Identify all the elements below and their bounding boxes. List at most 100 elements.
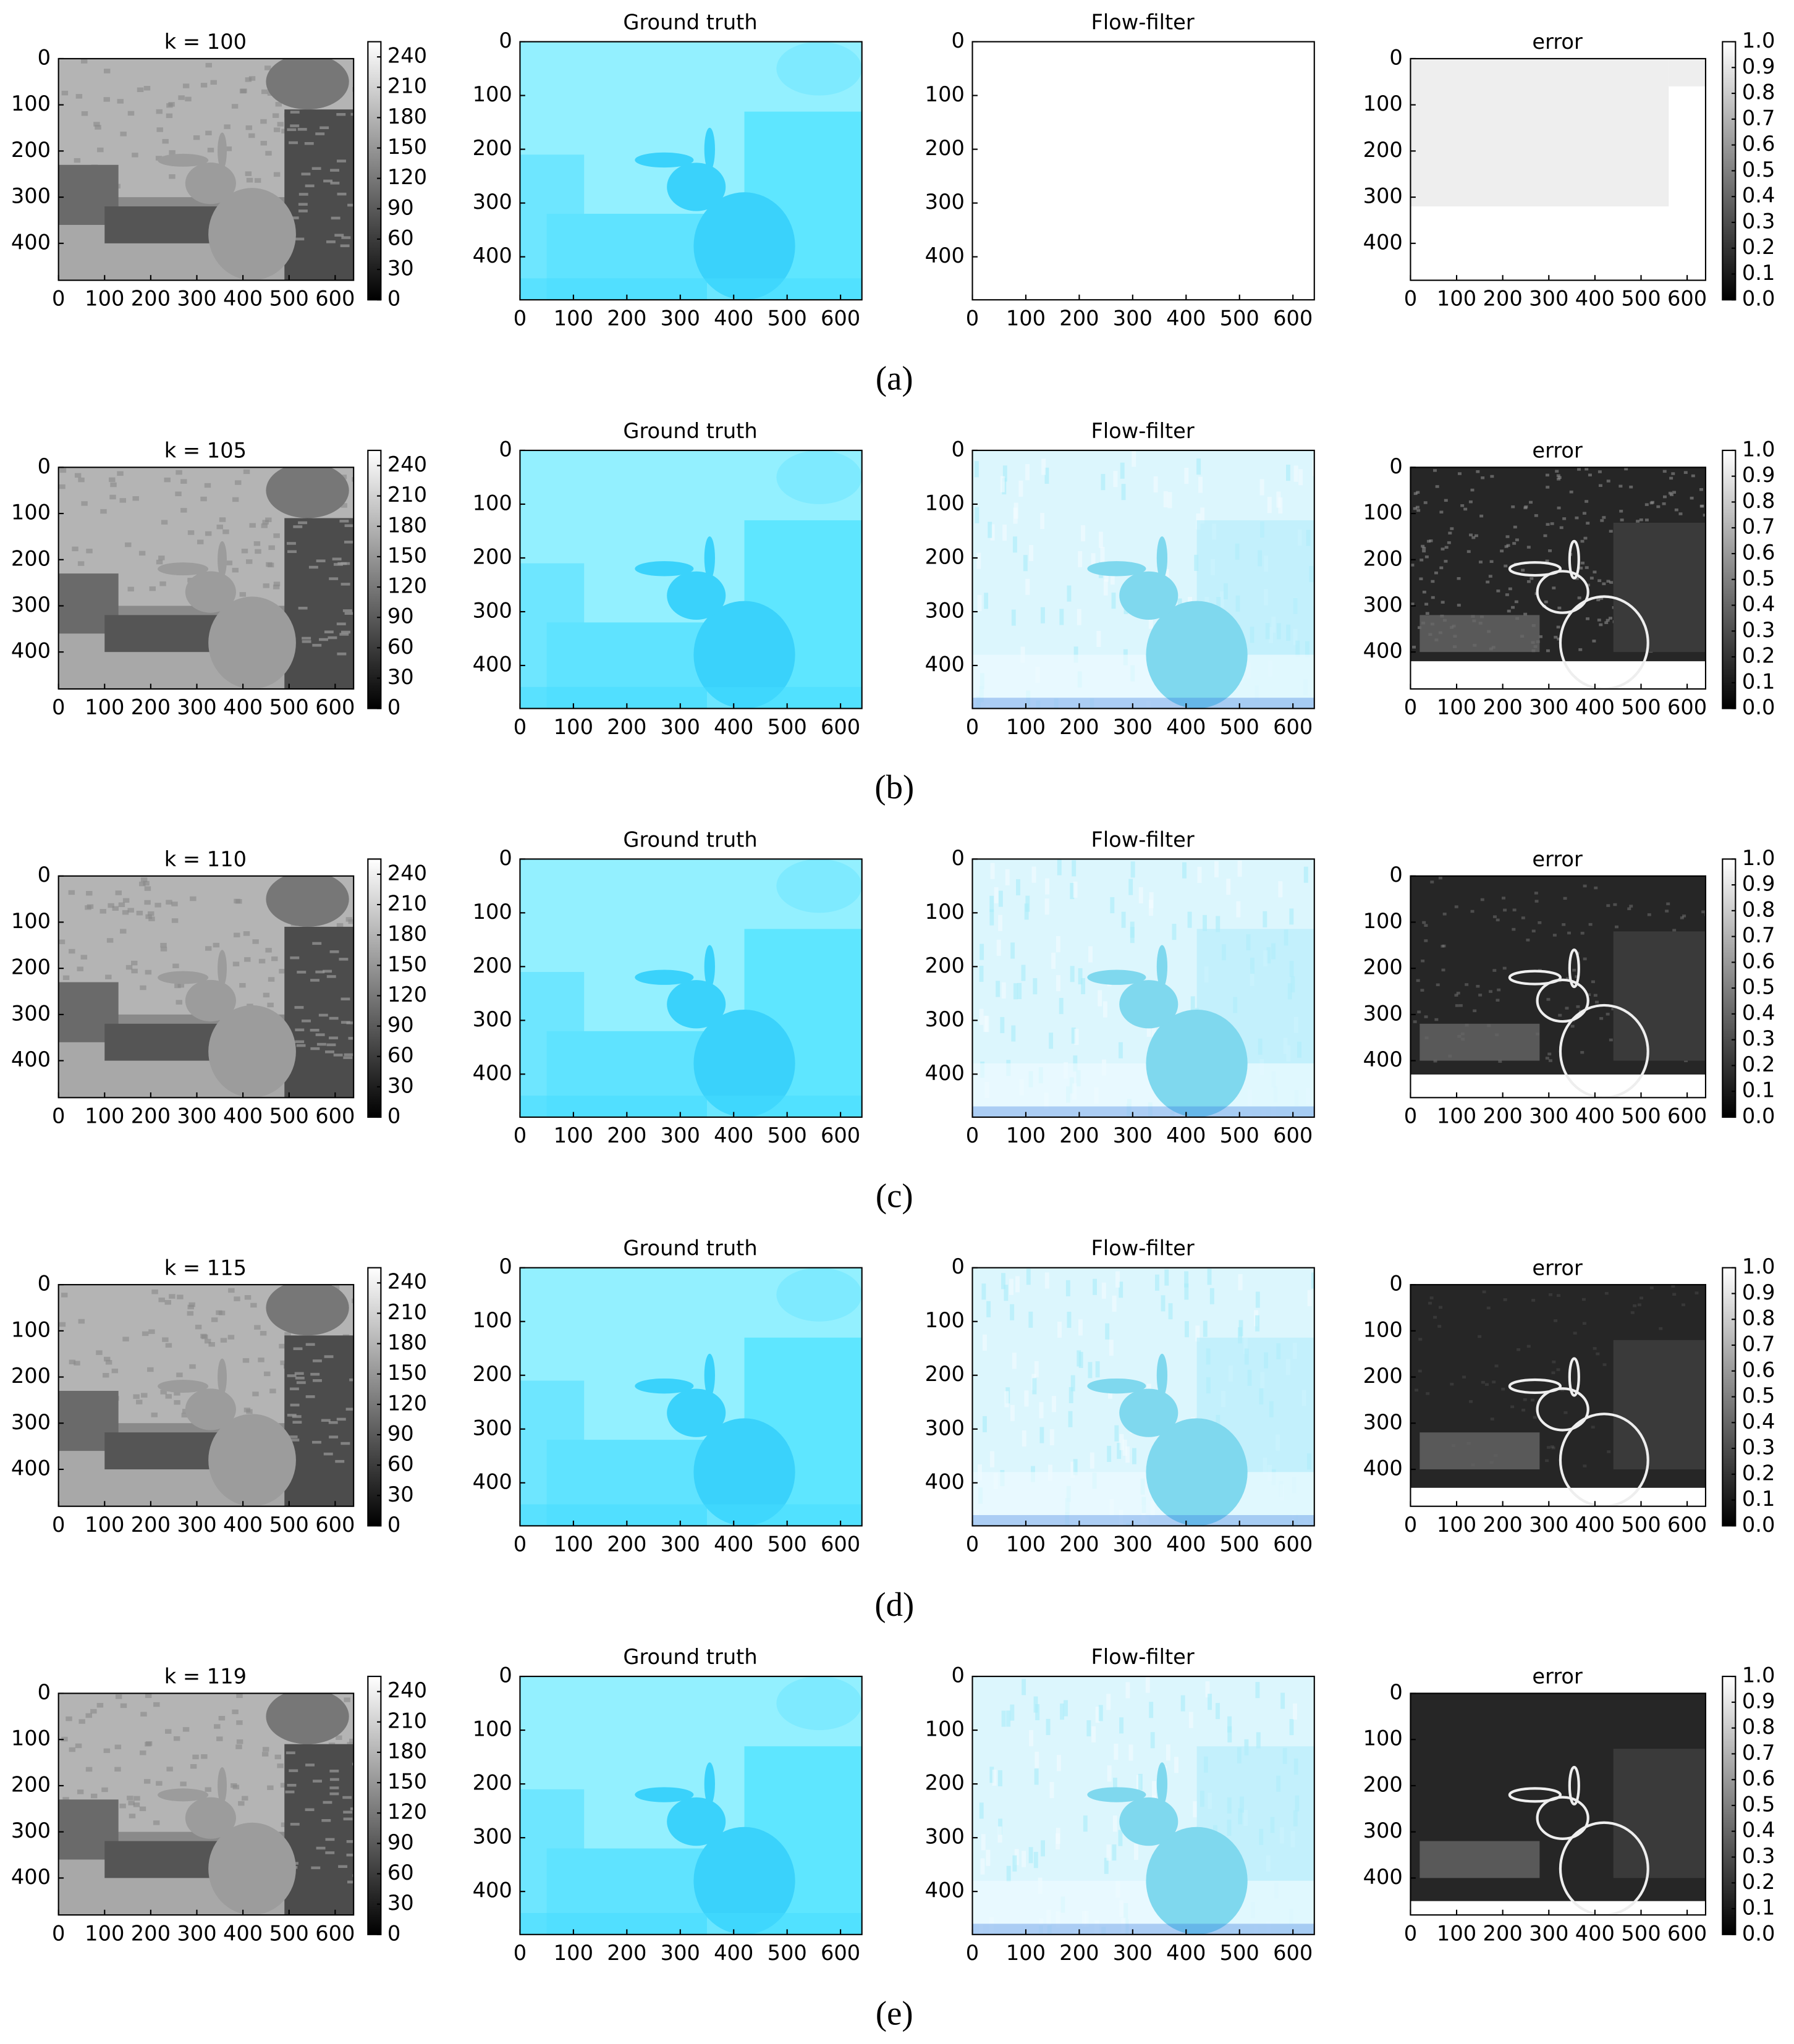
x-tick-label: 100 xyxy=(554,306,593,330)
colorbar-tick-label: 90 xyxy=(387,1830,414,1854)
image-shape xyxy=(1190,996,1195,1013)
image-shape xyxy=(261,1752,269,1757)
image-shape xyxy=(1678,512,1683,515)
image-shape xyxy=(114,1744,122,1750)
image-shape xyxy=(989,1767,994,1783)
image-shape xyxy=(78,477,85,483)
panel-title: Ground truth xyxy=(623,1645,757,1669)
image-shape xyxy=(158,555,165,560)
x-tick-label: 200 xyxy=(607,715,646,739)
x-tick-label: 400 xyxy=(223,287,263,311)
image-shape xyxy=(1188,1712,1193,1728)
image-shape xyxy=(208,1414,296,1506)
image-shape xyxy=(173,1736,180,1741)
image-shape xyxy=(341,1442,350,1445)
x-tick-label: 600 xyxy=(1667,287,1707,311)
image-shape xyxy=(312,942,322,945)
image-shape xyxy=(1101,1282,1106,1299)
x-tick-label: 100 xyxy=(1006,1532,1046,1556)
y-tick-label: 200 xyxy=(1363,1772,1403,1796)
image-shape xyxy=(289,1387,299,1391)
image-shape xyxy=(114,1767,121,1772)
image-shape xyxy=(1580,539,1585,543)
image-shape xyxy=(305,184,315,188)
image-shape xyxy=(1429,1296,1434,1299)
x-tick-label: 200 xyxy=(131,287,171,311)
image-shape xyxy=(989,909,994,926)
colorbar-tick-label: 0.4 xyxy=(1742,1000,1775,1024)
image-shape xyxy=(776,1676,862,1731)
image-shape xyxy=(1531,1299,1536,1302)
image-shape xyxy=(1580,932,1585,935)
colorbar-tick-label: 0.6 xyxy=(1742,949,1775,973)
image-shape xyxy=(1161,1295,1166,1312)
colorbar-tick-label: 0.0 xyxy=(1742,1921,1775,1945)
x-tick-label: 300 xyxy=(177,1921,216,1945)
image-shape xyxy=(272,113,279,118)
image-shape xyxy=(289,216,299,219)
image-shape xyxy=(62,1797,69,1802)
image-shape xyxy=(1606,619,1610,622)
y-tick-label: 0 xyxy=(38,1680,51,1704)
image-shape xyxy=(1095,1361,1100,1378)
panel-title: Flow-filter xyxy=(1091,1236,1194,1261)
image-shape xyxy=(1049,1781,1054,1799)
image-shape xyxy=(1442,913,1447,916)
y-tick-label: 200 xyxy=(473,1362,512,1386)
image-shape xyxy=(1659,1327,1663,1330)
x-tick-label: 400 xyxy=(223,1513,263,1537)
image-shape xyxy=(1088,946,1093,963)
image-shape xyxy=(1259,479,1264,496)
image-shape xyxy=(1596,1352,1600,1356)
image-shape xyxy=(158,562,209,576)
image-shape xyxy=(154,903,161,908)
image-shape xyxy=(1597,619,1601,622)
y-tick-label: 400 xyxy=(473,1061,512,1085)
colorbar-tick-label: 60 xyxy=(387,635,414,659)
image-shape xyxy=(1119,1388,1178,1437)
x-tick-label: 0 xyxy=(1404,1921,1417,1945)
image-shape xyxy=(1167,492,1172,509)
x-tick-label: 400 xyxy=(223,695,263,719)
image-shape xyxy=(1081,525,1086,542)
image-shape xyxy=(972,1514,1314,1526)
image-shape xyxy=(1113,471,1118,488)
image-shape xyxy=(1523,612,1528,616)
x-tick-label: 500 xyxy=(768,306,807,330)
colorbar-tick-label: 0.9 xyxy=(1742,1280,1775,1304)
image-shape xyxy=(145,969,152,975)
image-shape xyxy=(1198,476,1203,493)
colorbar-tick-label: 1.0 xyxy=(1742,846,1775,870)
image-shape xyxy=(1586,583,1590,587)
image-shape xyxy=(335,1459,345,1463)
image-shape xyxy=(344,1053,353,1057)
image-shape xyxy=(1469,533,1473,537)
image-shape xyxy=(1599,597,1604,600)
axes-frame xyxy=(1410,57,1707,281)
image-shape xyxy=(228,1288,235,1293)
image-shape xyxy=(982,1334,987,1351)
image-shape xyxy=(981,1283,986,1300)
image-shape xyxy=(1417,1010,1421,1013)
x-tick-label: 300 xyxy=(1113,1941,1153,1965)
panel-title: Flow-filter xyxy=(1091,1645,1194,1669)
image-shape xyxy=(330,182,340,185)
x-tick-label: 200 xyxy=(1483,1921,1523,1945)
image-shape xyxy=(182,1727,190,1732)
image-shape xyxy=(341,562,350,565)
colorbar xyxy=(367,858,382,1118)
colorbar-tick-label: 1.0 xyxy=(1742,1254,1775,1278)
image-shape xyxy=(1286,465,1290,481)
image-shape xyxy=(156,109,163,114)
image-shape xyxy=(1488,575,1492,578)
image-shape xyxy=(1457,604,1461,607)
image-shape xyxy=(976,552,981,569)
image-shape xyxy=(160,947,167,952)
image-shape xyxy=(1500,549,1504,552)
image-shape xyxy=(1413,492,1418,496)
image-shape xyxy=(208,1822,296,1915)
image-shape xyxy=(227,1335,235,1340)
image-shape xyxy=(74,1361,80,1366)
image-shape xyxy=(1174,1757,1178,1773)
image-shape xyxy=(1132,450,1136,467)
